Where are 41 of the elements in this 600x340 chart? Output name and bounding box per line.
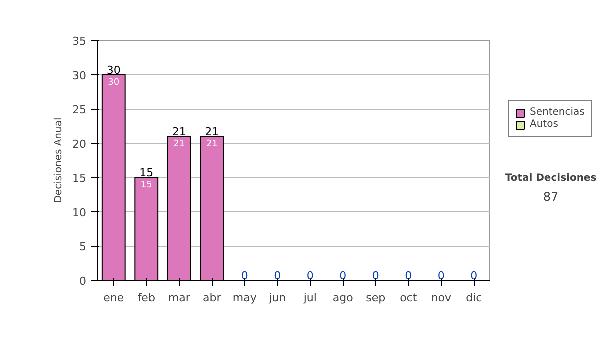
total-label: 21 bbox=[205, 126, 220, 138]
x-tick-label: may bbox=[232, 292, 258, 304]
x-tick-label: feb bbox=[138, 292, 156, 304]
x-tick-label: mar bbox=[168, 292, 191, 304]
total-label: 0 bbox=[438, 270, 445, 282]
total-label: 0 bbox=[306, 270, 314, 282]
total-label: 0 bbox=[241, 270, 248, 282]
total-label: 15 bbox=[140, 166, 154, 180]
y-tick-label: 10 bbox=[72, 206, 87, 220]
x-tick-label: oct bbox=[400, 292, 418, 304]
x-tick-label: ago bbox=[332, 292, 354, 304]
total-label: 0 bbox=[372, 270, 380, 282]
data-label: 30 bbox=[108, 78, 120, 88]
x-tick-label: ene bbox=[104, 292, 124, 304]
y-tick-label: 20 bbox=[72, 138, 87, 151]
x-tick-label: dic bbox=[466, 292, 482, 304]
legend-label: Sentencias bbox=[530, 107, 585, 118]
y-tick-label: 15 bbox=[72, 172, 87, 186]
data-label: 21 bbox=[174, 140, 186, 150]
data-label: 15 bbox=[140, 180, 152, 191]
x-tick-label: sep bbox=[366, 292, 386, 304]
x-tick-label: nov bbox=[431, 292, 452, 304]
total-label: 30 bbox=[106, 64, 121, 77]
text: Total Decisiones bbox=[505, 173, 597, 184]
y-axis-title: Decisiones Anual bbox=[54, 118, 65, 204]
data-label: 21 bbox=[206, 140, 218, 150]
y-tick-label: 25 bbox=[72, 104, 87, 117]
x-tick-label: jun bbox=[268, 292, 286, 304]
legend-label: Autos bbox=[530, 119, 558, 130]
total-label: 0 bbox=[470, 270, 478, 282]
total-label: 21 bbox=[172, 126, 186, 138]
x-tick-label: abr bbox=[203, 292, 222, 304]
x-tick-label: jul bbox=[302, 292, 317, 304]
y-tick-label: 0 bbox=[80, 275, 86, 288]
y-tick-label: 5 bbox=[80, 240, 86, 254]
y-tick-label: 35 bbox=[72, 35, 87, 48]
text: 87 bbox=[543, 190, 559, 204]
total-label: 0 bbox=[274, 270, 282, 282]
total-label: 0 bbox=[340, 270, 347, 282]
y-tick-label: 30 bbox=[72, 69, 87, 82]
total-label: 0 bbox=[405, 270, 412, 282]
